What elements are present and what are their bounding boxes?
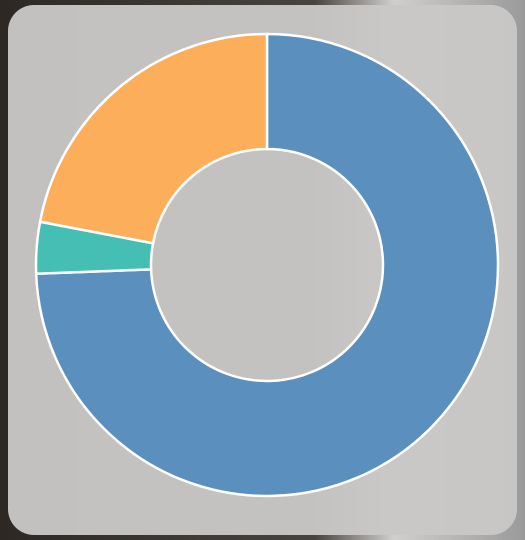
donut-segment — [38, 32, 269, 245]
donut-chart — [34, 32, 500, 498]
donut-segment — [34, 32, 500, 498]
